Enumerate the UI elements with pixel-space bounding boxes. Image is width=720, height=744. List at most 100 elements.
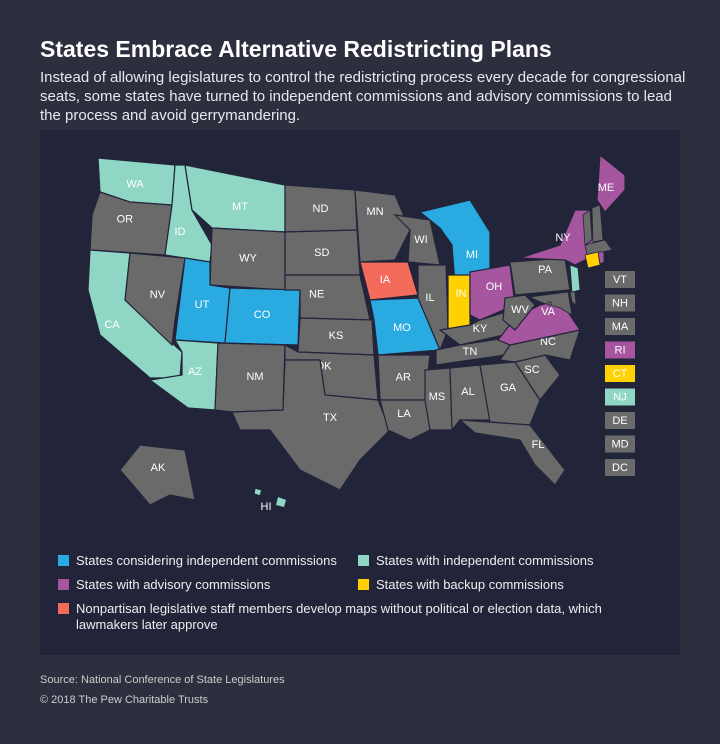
subtitle: Instead of allowing legislatures to cont… [40,69,686,124]
state-label: PA [538,264,553,276]
state-label: WA [126,178,144,190]
state [417,264,449,352]
state [502,294,536,331]
legend-item: States with advisory commissions [58,577,270,593]
state-label: HI [261,501,272,513]
state-label: LA [397,408,411,420]
state-label: NC [540,336,556,348]
state [369,297,441,356]
legend-swatch [358,555,369,566]
state-label: CO [254,309,271,321]
state-label: NE [309,289,324,301]
legend-label: States with advisory commissions [76,577,271,592]
small-state-box [605,388,635,406]
small-state-label: DC [612,462,628,474]
legend-item: States with independent commissions [358,553,594,569]
state-label: MT [232,201,248,213]
state-label: FL [532,439,545,451]
state-label: NV [150,289,166,301]
state [379,399,441,441]
source: Source: National Conference of State Leg… [40,674,285,686]
legend-item: States considering independent commissio… [58,553,337,569]
state [547,301,552,306]
state [497,299,581,346]
state-label: SC [524,364,539,376]
small-state-label: NJ [613,391,626,403]
state [458,419,566,486]
state-label: NM [246,371,263,383]
small-state-box [605,341,635,359]
state [584,251,601,269]
small-state-box [605,365,635,382]
state-label: GA [500,382,517,394]
state-label: OR [117,214,134,226]
state [253,487,263,497]
small-state-label: VT [613,274,627,286]
state [354,189,411,263]
state-label: MI [466,249,478,261]
state [449,364,491,432]
state-label: UT [195,299,210,311]
state [569,264,581,293]
state-label: VA [541,306,556,318]
state-label: ND [313,203,329,215]
state [119,444,196,506]
state-label: IN [456,288,467,300]
state [393,214,441,266]
small-state-label: CT [613,368,628,380]
state [447,274,471,331]
state-label: AL [461,386,474,398]
small-state-box [605,271,635,288]
small-state-box [605,294,635,312]
legend-swatch [358,579,369,590]
state-label: TX [323,412,338,424]
legend-item: States with backup commissions [358,577,564,593]
state-label: WI [414,234,427,246]
state-label: AZ [188,366,202,378]
legend-label: States considering independent commissio… [76,553,337,568]
state [569,291,577,306]
state [591,204,604,243]
state-label: CA [104,319,120,331]
state-label: TN [463,346,478,358]
small-state-label: MD [611,438,628,450]
legend-swatch [58,603,69,614]
small-state-box [605,412,635,429]
title: States Embrace Alternative Redistricting… [40,36,552,62]
small-state-label: MA [612,321,629,333]
state-label: IA [380,274,391,286]
state-label: KS [329,330,344,342]
small-state-box [605,459,635,476]
legend-swatch [58,555,69,566]
small-state-label: DE [612,415,627,427]
state [276,497,286,507]
small-state-box [605,318,635,335]
state [424,367,453,431]
state-label: NY [555,232,571,244]
legend-item: Nonpartisan legislative staff members de… [58,601,618,633]
state-label: AR [396,371,411,383]
state-label: WY [239,253,257,265]
state-label: MS [429,391,446,403]
state-label: WV [511,304,529,316]
state [584,239,613,256]
state-label: AK [151,462,166,474]
state-label: MO [393,322,411,334]
small-state-label: NH [612,297,628,309]
state-label: MN [366,206,383,218]
map-panel: WA OR CA NV ID MT WY UT CO AZ NM ND SD NE KS OK TX MN IA MO… [40,130,680,655]
state [184,164,286,233]
legend-swatch [58,579,69,590]
legend-label: States with backup commissions [376,577,564,592]
copyright: © 2018 The Pew Charitable Trusts [40,694,209,706]
state [582,209,593,246]
state-label: ID [175,226,186,238]
state [596,153,626,213]
state-label: SD [314,247,329,259]
state-label: OH [486,281,503,293]
small-state-box [605,435,635,453]
legend-label: Nonpartisan legislative staff members de… [76,601,602,632]
small-state-label: RI [615,344,626,356]
